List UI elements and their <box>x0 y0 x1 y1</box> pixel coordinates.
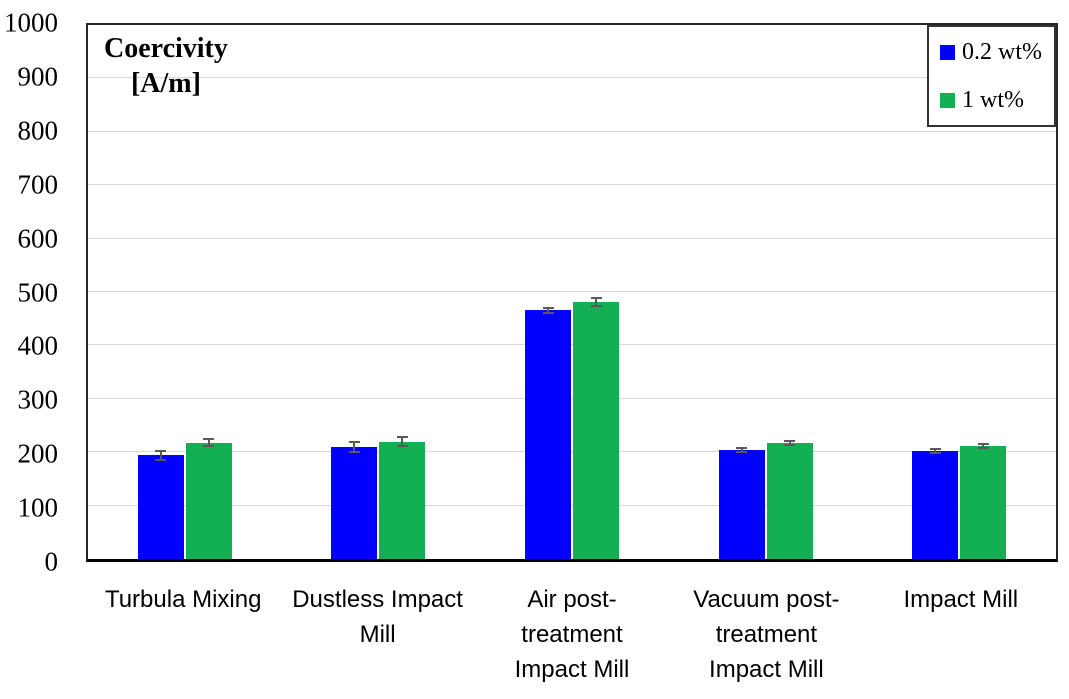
error-bar-cap <box>155 450 167 453</box>
gridline-900 <box>88 77 1056 79</box>
y-tick-label-800: 800 <box>17 115 59 146</box>
error-bar-line <box>788 441 791 446</box>
y-tick-label-400: 400 <box>17 330 59 361</box>
gridline-500 <box>88 291 1056 292</box>
x-category-label-5: Impact Mill <box>903 586 1019 613</box>
x-category-label-2: Dustless Impact Mill <box>292 586 463 648</box>
error-bar-cap <box>396 436 408 439</box>
error-bar-cap <box>542 306 554 309</box>
error-bar-cap <box>203 444 215 447</box>
error-bar-cap <box>590 304 602 307</box>
chart-title-text: Coercivity <box>104 33 228 64</box>
legend-item-1wt: 1 wt% <box>940 88 1042 112</box>
legend: 0.2 wt% 1 wt% <box>927 25 1056 127</box>
bar-02wt-cat5 <box>912 451 959 559</box>
error-bar-cap <box>396 444 408 447</box>
bar-02wt-cat3 <box>525 310 571 559</box>
legend-label-0-2wt: 0.2 wt% <box>962 39 1042 65</box>
error-bar-cap <box>348 451 360 454</box>
gridline-300 <box>88 397 1056 399</box>
y-tick-label-500: 500 <box>17 277 59 307</box>
bar-02wt-cat2 <box>331 446 378 559</box>
y-tick-label-200: 200 <box>17 438 59 469</box>
error-bar-line <box>207 439 210 446</box>
error-bar-line <box>740 447 743 453</box>
error-bar-line <box>934 449 937 454</box>
error-bar-line <box>401 437 404 446</box>
y-tick-label-900: 900 <box>17 61 59 92</box>
gridline-700 <box>88 184 1056 186</box>
y-tick-label-0: 0 <box>44 546 59 577</box>
y-axis-tick-labels: 0 100 200 300 400 500 600 700 800 900 1000 <box>0 9 60 575</box>
x-category-label-4: Vacuum post- treatment Impact Mill <box>693 586 840 683</box>
error-bar-cap <box>590 297 602 300</box>
chart-title-units: [A/m] <box>130 68 201 99</box>
error-bar-cap <box>977 446 989 449</box>
y-tick-label-300: 300 <box>17 384 59 415</box>
gridline-600 <box>88 237 1056 239</box>
x-category-label-1: Turbula Mixing <box>104 586 262 613</box>
y-tick-label-100: 100 <box>17 492 59 523</box>
error-bar-cap <box>348 440 360 443</box>
bar-02wt-cat4 <box>718 450 765 559</box>
gridline-200 <box>88 451 1056 453</box>
error-bar-line <box>547 307 549 313</box>
error-bar-cap <box>929 452 941 455</box>
error-bar-cap <box>203 438 215 441</box>
error-bar-cap <box>784 444 796 447</box>
bar-1wt-cat3 <box>573 302 619 559</box>
x-axis-labels: Turbula Mixing Dustless Impact Mill Air po… <box>86 582 1058 699</box>
bar-1wt-cat4 <box>766 443 813 559</box>
gridline-100 <box>88 504 1056 506</box>
error-bar-cap <box>784 440 796 442</box>
legend-item-0-2wt: 0.2 wt% <box>940 40 1042 64</box>
bar-02wt-cat1 <box>137 455 184 559</box>
bar-1wt-cat5 <box>960 445 1007 559</box>
error-bar-line <box>595 298 597 306</box>
chart-title: Coercivity [A/m] <box>104 31 228 101</box>
x-category-label-3: Air post- treatment Impact Mill <box>514 586 630 683</box>
gridline-400 <box>88 344 1056 346</box>
gridline-800 <box>88 130 1056 132</box>
y-tick-label-600: 600 <box>17 223 59 254</box>
bar-1wt-cat2 <box>379 441 426 559</box>
error-bar-cap <box>929 448 941 450</box>
bar-1wt-cat1 <box>185 442 232 559</box>
error-bar-cap <box>977 442 989 445</box>
error-bar-line <box>353 441 356 453</box>
plot-area: Coercivity [A/m] 0.2 wt% 1 wt% <box>86 23 1058 562</box>
legend-label-1wt: 1 wt% <box>962 87 1024 113</box>
error-bar-line <box>159 451 162 460</box>
error-bar-cap <box>736 446 748 449</box>
error-bar-cap <box>155 458 167 461</box>
legend-swatch-green-icon <box>940 92 955 108</box>
legend-swatch-blue-icon <box>940 44 955 60</box>
error-bar-cap <box>542 311 554 314</box>
error-bar-line <box>982 443 985 448</box>
y-tick-label-700: 700 <box>17 169 59 200</box>
error-bar-cap <box>736 451 748 454</box>
y-tick-label-1000: 1000 <box>4 7 58 38</box>
